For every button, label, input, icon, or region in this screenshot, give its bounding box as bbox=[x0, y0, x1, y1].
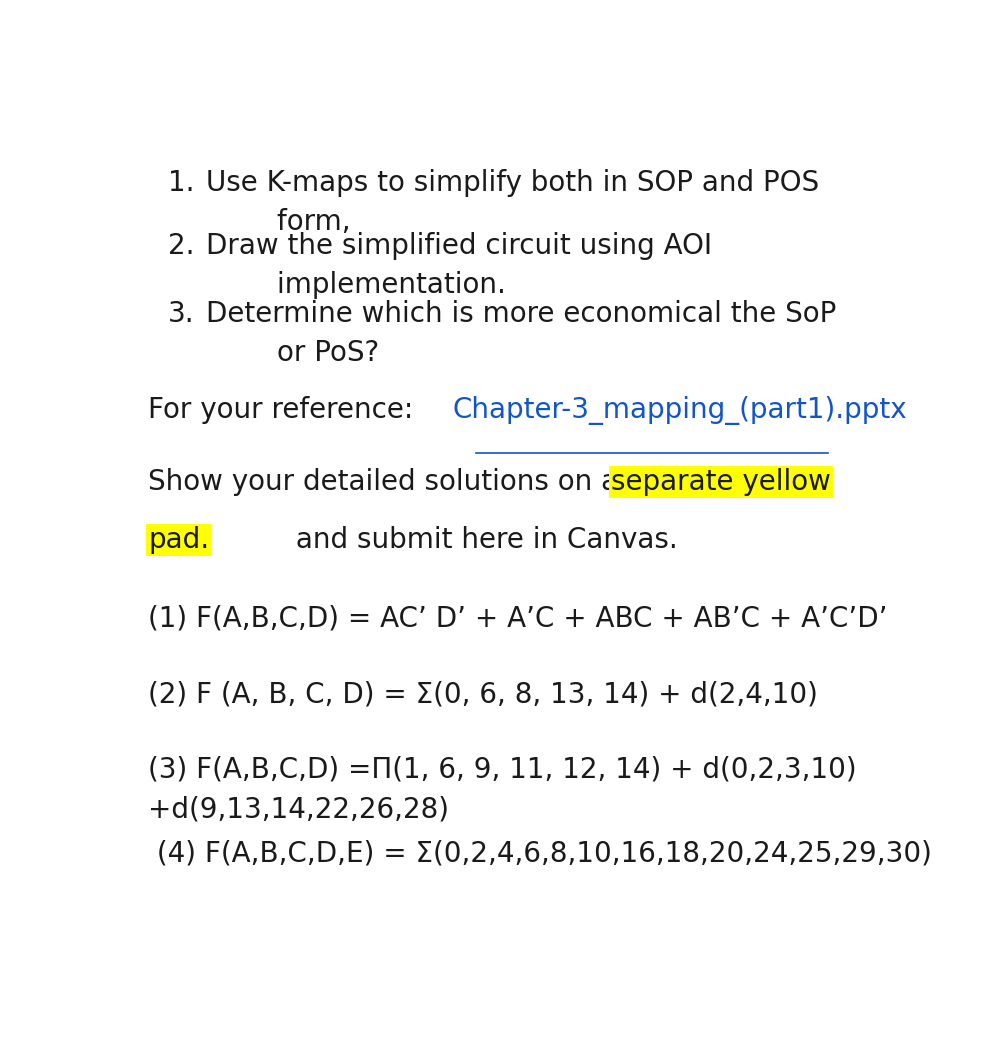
Text: Draw the simplified circuit using AOI
        implementation.: Draw the simplified circuit using AOI im… bbox=[206, 233, 712, 299]
Text: (1) F(A,B,C,D) = AC’ D’ + A’C + ABC + AB’C + A’C’D’: (1) F(A,B,C,D) = AC’ D’ + A’C + ABC + AB… bbox=[148, 604, 888, 632]
Text: (2) F (A, B, C, D) = Σ(0, 6, 8, 13, 14) + d(2,4,10): (2) F (A, B, C, D) = Σ(0, 6, 8, 13, 14) … bbox=[148, 680, 818, 708]
Text: and submit here in Canvas.: and submit here in Canvas. bbox=[287, 526, 678, 554]
Text: Chapter-3_mapping_(part1).pptx: Chapter-3_mapping_(part1).pptx bbox=[452, 397, 907, 426]
Text: 2.: 2. bbox=[168, 233, 194, 261]
Text: pad.: pad. bbox=[148, 526, 209, 554]
Text: For your reference:: For your reference: bbox=[148, 397, 422, 425]
Text: (4) F(A,B,C,D,E) = Σ(0,2,4,6,8,10,16,18,20,24,25,29,30): (4) F(A,B,C,D,E) = Σ(0,2,4,6,8,10,16,18,… bbox=[148, 840, 932, 868]
Text: 3.: 3. bbox=[168, 300, 194, 328]
Text: separate yellow: separate yellow bbox=[611, 468, 831, 496]
Text: Determine which is more economical the SoP
        or PoS?: Determine which is more economical the S… bbox=[206, 300, 837, 367]
Text: Use K-maps to simplify both in SOP and POS
        form,: Use K-maps to simplify both in SOP and P… bbox=[206, 168, 820, 236]
Text: 1.: 1. bbox=[168, 168, 194, 196]
Text: +d(9,13,14,22,26,28): +d(9,13,14,22,26,28) bbox=[148, 796, 449, 824]
Text: (3) F(A,B,C,D) =Π(1, 6, 9, 11, 12, 14) + d(0,2,3,10): (3) F(A,B,C,D) =Π(1, 6, 9, 11, 12, 14) +… bbox=[148, 756, 857, 784]
Text: Show your detailed solutions on a: Show your detailed solutions on a bbox=[148, 468, 627, 496]
